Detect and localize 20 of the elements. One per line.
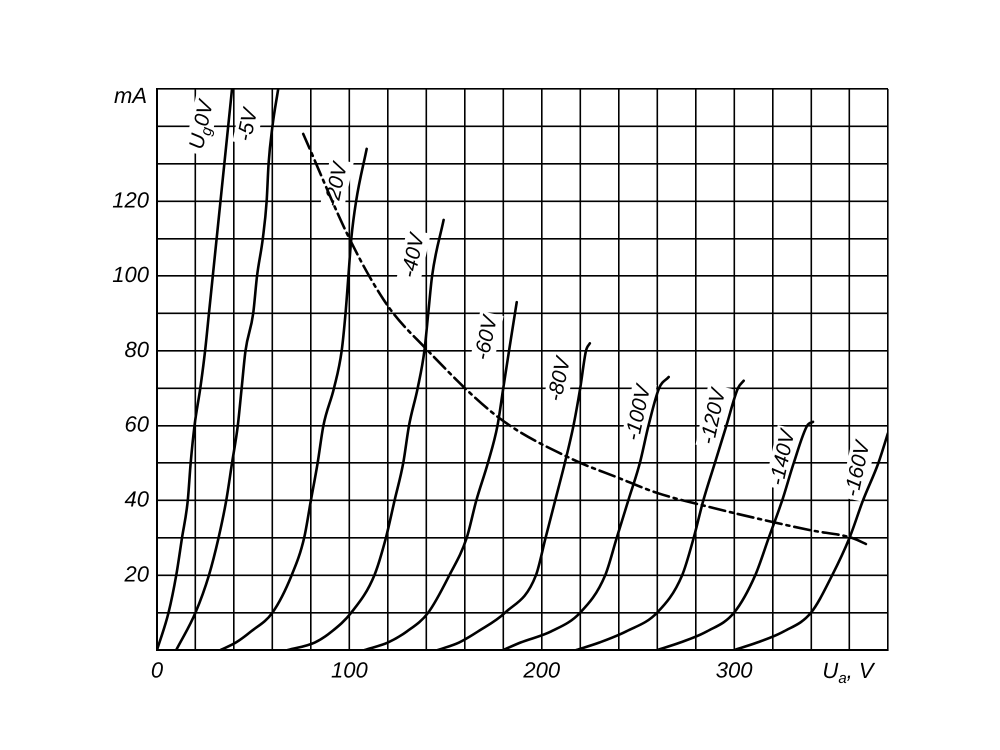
y-tick-label: 80 — [124, 336, 150, 362]
text: -40V — [397, 230, 430, 280]
y-tick-label: 100 — [112, 262, 150, 288]
x-tick-label: 0 — [150, 657, 164, 682]
x-tick-label: 300 — [716, 657, 754, 682]
text: -160V — [840, 437, 875, 499]
y-tick-label: 40 — [124, 486, 150, 512]
text: -100V — [620, 381, 656, 443]
x-tick-label: 100 — [331, 657, 368, 682]
y-tick-label: 60 — [124, 412, 150, 437]
x-tick-label: 200 — [522, 657, 561, 682]
y-axis-title: mA — [114, 83, 147, 108]
y-tick-label: 20 — [124, 561, 150, 586]
text: -60V — [470, 312, 502, 362]
text: -140V — [765, 426, 800, 488]
text: -80V — [543, 353, 576, 404]
text: -120V — [696, 384, 731, 446]
text: -5V — [232, 104, 263, 144]
y-tick-label: 120 — [112, 187, 150, 212]
text: Ug0V — [185, 96, 218, 152]
